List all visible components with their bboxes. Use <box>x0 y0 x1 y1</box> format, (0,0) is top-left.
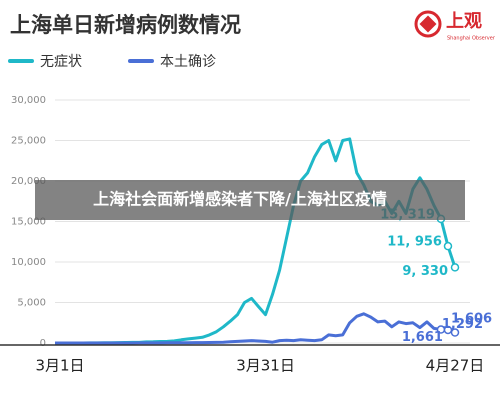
y-tick-label: 0 <box>40 338 46 349</box>
y-tick-label: 25,000 <box>11 136 46 147</box>
x-tick-label: 4月27日 <box>426 357 485 375</box>
y-tick-label: 5,000 <box>17 298 46 309</box>
y-tick-label: 20,000 <box>11 176 46 187</box>
x-tick-label: 3月1日 <box>35 357 84 375</box>
legend-label: 无症状 <box>40 54 82 70</box>
value-label: 1,606 <box>451 311 492 326</box>
point-marker <box>443 241 453 251</box>
legend-label: 本土确诊 <box>160 54 216 70</box>
chart-title: 上海单日新增病例数情况 <box>10 13 241 37</box>
value-label: 1,661 <box>402 330 443 345</box>
logo-subtitle: Shanghai Observer <box>447 36 496 42</box>
point-marker <box>450 328 460 337</box>
overlay-banner <box>35 180 465 220</box>
y-tick-label: 10,000 <box>11 257 46 268</box>
legend: 无症状 本土确诊 <box>8 54 216 70</box>
overlay-caption: 上海社会面新增感染者下降/上海社区疫情 <box>93 190 387 209</box>
value-label: 9, 330 <box>402 264 448 279</box>
x-tick-label: 3月31日 <box>236 357 295 375</box>
y-tick-label: 15,000 <box>11 217 46 228</box>
logo-text: 上观 <box>446 11 482 32</box>
point-marker <box>443 325 453 335</box>
series-line <box>55 312 456 345</box>
logo-icon <box>414 10 442 38</box>
y-tick-label: 30,000 <box>11 95 46 106</box>
point-marker <box>450 263 460 272</box>
value-label: 11, 956 <box>387 235 442 250</box>
value-label: 1,292 <box>442 317 483 332</box>
